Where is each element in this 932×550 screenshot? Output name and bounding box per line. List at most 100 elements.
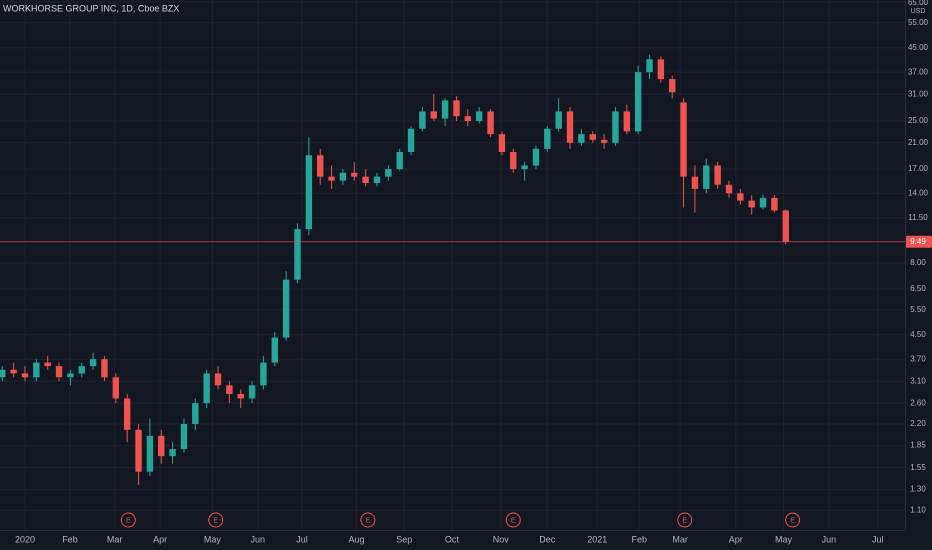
y-tick-label: 14.00 <box>908 188 929 197</box>
earnings-label: E <box>366 517 371 524</box>
candle-body <box>123 398 131 430</box>
candle-body <box>339 172 347 181</box>
candle-body <box>464 116 472 122</box>
chart-title: WORKHORSE GROUP INC, 1D, Cboe BZX <box>3 3 179 13</box>
y-tick-label: 65.00 <box>908 0 929 7</box>
candle-body <box>612 111 619 143</box>
y-tick-label: 55.00 <box>908 18 929 27</box>
candle-body <box>169 449 176 457</box>
x-tick-label: Aug <box>349 534 365 544</box>
grid <box>0 0 905 530</box>
candle-body <box>10 369 17 374</box>
y-tick-label: 25.00 <box>908 116 929 125</box>
candle-body <box>260 362 267 386</box>
candle-body <box>430 111 437 119</box>
earnings-marker <box>677 512 693 528</box>
y-tick-label: 2.60 <box>910 398 926 407</box>
x-tick-label: Sep <box>396 534 412 544</box>
y-tick-label: 31.00 <box>908 89 929 98</box>
candle-body <box>737 193 744 201</box>
y-tick-label: 8.00 <box>910 258 926 267</box>
candle-body <box>634 72 642 132</box>
candle-body <box>419 111 426 129</box>
y-tick-label: 1.85 <box>910 441 926 450</box>
candle-body <box>317 155 324 177</box>
candle-body <box>214 373 222 386</box>
x-tick-label: Apr <box>729 534 743 544</box>
candle-body <box>725 184 733 194</box>
y-tick-label: 17.00 <box>908 164 929 173</box>
x-tick-label: Mar <box>672 534 688 544</box>
y-tick-label: 37.00 <box>908 67 929 76</box>
x-tick-label: May <box>775 534 793 544</box>
x-tick-label: Nov <box>493 534 510 544</box>
candle-body <box>237 393 244 399</box>
candle-body <box>67 373 74 378</box>
candle-body <box>748 200 755 208</box>
y-tick-label: 1.55 <box>910 463 926 472</box>
candle-body <box>578 134 585 143</box>
earnings-label: E <box>790 517 795 524</box>
candle-body <box>521 165 528 170</box>
candle-body <box>89 359 97 367</box>
candle-body <box>759 197 767 208</box>
candle-body <box>21 373 29 378</box>
candle-body <box>203 373 210 404</box>
candle-body <box>657 59 665 80</box>
x-tick-label: Jul <box>872 534 884 544</box>
y-tick-label: 45.00 <box>908 43 929 52</box>
candle-body <box>294 229 301 280</box>
candle-body <box>351 172 358 177</box>
price-label-box <box>906 235 932 248</box>
y-tick-label: 1.10 <box>910 506 926 515</box>
candle-body <box>55 366 63 378</box>
candle-body <box>544 128 551 149</box>
earnings-marker <box>505 512 521 528</box>
candle-body <box>396 151 403 170</box>
candle-body <box>646 59 653 73</box>
candle-body <box>566 111 574 143</box>
candle-body <box>771 197 778 211</box>
x-tick-label: Apr <box>153 534 167 544</box>
candle-body <box>101 359 108 378</box>
candle-body <box>282 279 290 338</box>
candle-body <box>158 435 165 457</box>
candle-body <box>407 128 415 152</box>
y-tick-label: 6.50 <box>910 284 926 293</box>
candle-body <box>510 151 517 170</box>
candle-body <box>135 429 142 472</box>
earnings-label: E <box>213 517 218 524</box>
x-tick-label: Dec <box>539 534 556 544</box>
candle-body <box>248 385 256 399</box>
candle-body <box>782 210 789 242</box>
y-tick-label: 1.30 <box>910 485 926 494</box>
candle-body <box>532 148 540 166</box>
candle-body <box>453 100 460 117</box>
y-tick-label: 2.20 <box>910 419 926 428</box>
candle-body <box>475 111 483 122</box>
earnings-label: E <box>126 517 131 524</box>
candle-body <box>44 362 51 367</box>
candle-body <box>680 102 687 177</box>
candle-body <box>555 111 562 129</box>
candle-body <box>691 176 699 189</box>
candle-body <box>0 369 6 378</box>
candle-body <box>180 423 188 450</box>
price-label: 9.49 <box>910 237 926 246</box>
candle-body <box>78 366 85 374</box>
y-tick-label: 21.00 <box>908 138 929 147</box>
candle-body <box>385 169 392 177</box>
candles <box>0 54 789 485</box>
x-tick-label: Jul <box>296 534 308 544</box>
candle-body <box>362 176 369 184</box>
candle-body <box>498 134 506 152</box>
x-tick-label: Oct <box>445 534 460 544</box>
x-tick-label: 2021 <box>587 534 607 544</box>
candle-body <box>669 79 676 93</box>
x-tick-label: 2020 <box>15 534 35 544</box>
candle-body <box>112 377 120 399</box>
earnings-marker <box>208 512 224 528</box>
overlays: 9.49 E E E E E E <box>0 235 932 528</box>
